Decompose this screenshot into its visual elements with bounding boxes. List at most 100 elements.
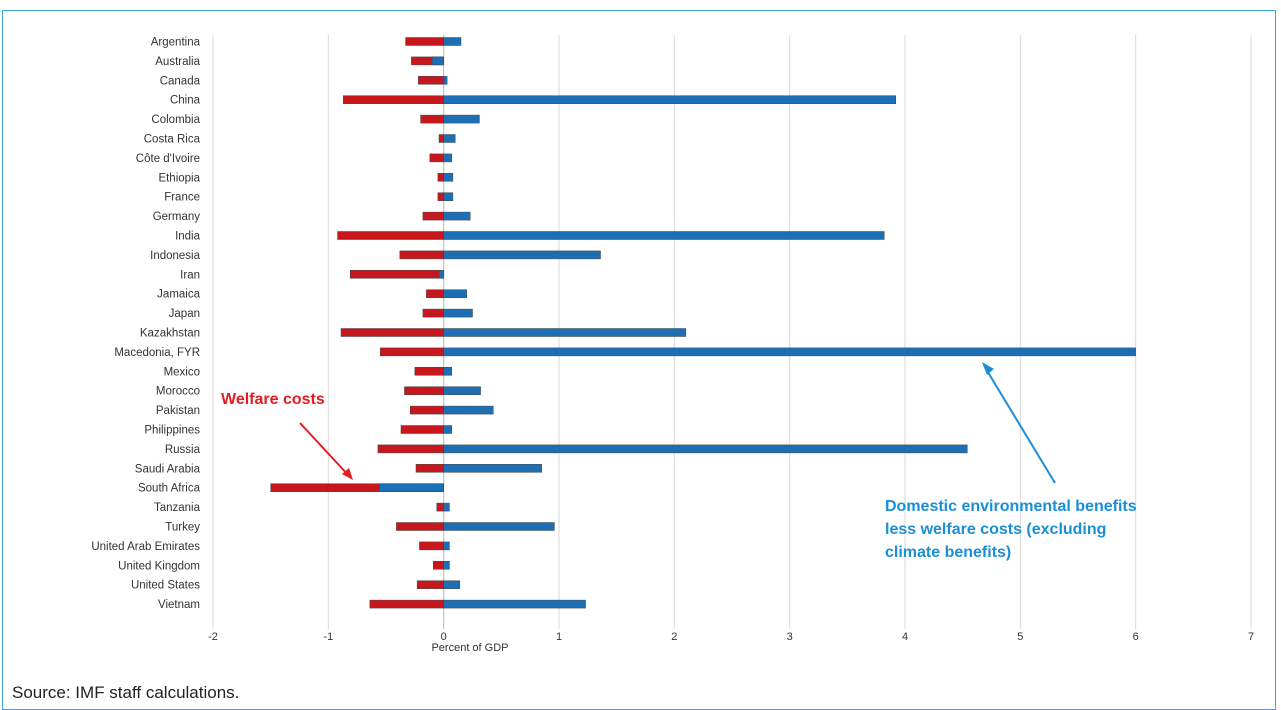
net-benefit-bar: [443, 211, 471, 221]
net-benefit-bar: [443, 580, 461, 589]
y-category-label: Russia: [165, 444, 201, 456]
welfare-cost-bar: [400, 425, 444, 434]
net-benefit-bar: [443, 95, 897, 104]
welfare-cost-bar: [343, 95, 444, 104]
y-category-label: Indonesia: [150, 250, 200, 262]
net-benefit-bar: [443, 289, 467, 298]
welfare-cost-bar: [415, 464, 444, 473]
y-category-label: Costa Rica: [144, 134, 201, 146]
welfare-cost-bar: [416, 580, 444, 589]
x-axis-labels: -2 -1 0 1 2 3 4 5 6 7: [208, 631, 1254, 643]
y-category-label: Germany: [153, 211, 201, 223]
net-benefit-bar: [443, 192, 454, 201]
welfare-cost-bar: [404, 386, 444, 395]
chart-frame: Argentina Australia Canada China Colombia Cos…: [2, 10, 1276, 710]
welfare-cost-bar: [405, 37, 444, 46]
net-benefit-bar: [443, 425, 452, 434]
welfare-cost-bar: [379, 347, 444, 357]
net-benefit-bar: [443, 347, 1136, 357]
x-tick-label: 4: [902, 631, 908, 643]
y-category-label: South Africa: [138, 483, 201, 495]
y-category-label: Jamaica: [157, 289, 200, 301]
net-benefit-bar: [443, 561, 450, 570]
y-category-label: Pakistan: [156, 405, 200, 417]
y-category-label: United Kingdom: [118, 560, 200, 572]
x-axis-title: Percent of GDP: [431, 642, 508, 654]
welfare-costs-arrow: [299, 422, 351, 478]
net-benefit-bar: [378, 483, 444, 492]
benefits-annotation-line3: climate benefits): [885, 544, 1011, 561]
benefits-annotation-line2: less welfare costs (excluding: [885, 521, 1106, 538]
net-benefit-bar: [443, 328, 687, 337]
welfare-cost-bar: [414, 367, 444, 376]
y-category-label: Ethiopia: [158, 172, 200, 184]
y-category-label: Canada: [160, 75, 201, 87]
y-category-label: Argentina: [151, 37, 201, 49]
welfare-costs-annotation: Welfare costs: [221, 391, 325, 408]
net-benefit-bar: [443, 522, 555, 531]
net-benefit-bar: [443, 173, 454, 182]
net-benefit-bar: [443, 153, 452, 163]
net-benefit-bar: [443, 134, 456, 143]
benefits-arrow: [985, 368, 1056, 484]
x-tick-label: 5: [1017, 631, 1023, 643]
x-tick-label: 1: [556, 631, 562, 643]
welfare-cost-bar: [426, 289, 444, 298]
x-tick-label: -1: [323, 631, 333, 643]
welfare-cost-bar: [396, 522, 444, 531]
y-category-label: Morocco: [156, 386, 200, 398]
net-benefit-bar: [443, 367, 452, 376]
y-category-label: Kazakhstan: [140, 328, 200, 340]
y-category-label: United Arab Emirates: [91, 541, 200, 553]
net-benefit-bar: [443, 114, 480, 124]
welfare-cost-bar: [399, 250, 444, 260]
y-category-label: United States: [131, 580, 200, 592]
x-tick-label: 7: [1248, 631, 1254, 643]
source-note: Source: IMF staff calculations.: [12, 683, 240, 702]
welfare-cost-bar: [340, 328, 444, 337]
y-category-label: Philippines: [144, 425, 200, 437]
welfare-cost-bar: [409, 405, 444, 415]
welfare-costs-arrowhead: [342, 468, 353, 480]
welfare-cost-bar: [437, 192, 444, 201]
y-category-label: Japan: [169, 308, 200, 320]
x-tick-label: 2: [671, 631, 677, 643]
y-category-label: Mexico: [164, 366, 200, 378]
welfare-cost-bar: [437, 173, 444, 182]
net-benefit-bar: [443, 308, 473, 318]
y-category-label: Iran: [180, 269, 200, 281]
y-category-label: Australia: [155, 56, 200, 68]
y-category-label: Macedonia, FYR: [114, 347, 200, 359]
net-benefit-bar: [443, 250, 601, 260]
welfare-cost-bar: [422, 211, 444, 221]
x-tick-label: 3: [787, 631, 793, 643]
y-category-label: Turkey: [165, 522, 200, 534]
x-tick-label: 6: [1133, 631, 1139, 643]
net-benefit-bar: [443, 599, 586, 609]
y-category-label: Colombia: [151, 114, 200, 126]
net-benefit-bar: [443, 541, 450, 551]
welfare-cost-bar: [418, 76, 444, 85]
bars: [270, 37, 1136, 609]
net-benefit-bar: [443, 502, 450, 512]
welfare-cost-bar: [349, 270, 444, 279]
y-category-label: Vietnam: [158, 599, 200, 611]
net-benefit-bar: [443, 37, 462, 46]
y-axis-labels: Argentina Australia Canada China Colombia Cos…: [91, 37, 200, 612]
y-category-label: India: [175, 231, 201, 243]
welfare-cost-bar: [429, 153, 444, 163]
y-category-label: Côte d'Ivoire: [136, 153, 200, 165]
welfare-cost-bar: [337, 231, 444, 240]
welfare-cost-bar: [436, 502, 444, 512]
welfare-cost-bar: [438, 134, 444, 143]
welfare-cost-bar: [420, 114, 444, 124]
welfare-cost-bar: [419, 541, 444, 551]
net-benefit-bar: [431, 56, 444, 66]
y-category-label: France: [164, 192, 200, 204]
net-benefit-bar: [443, 231, 885, 240]
net-benefit-bar: [443, 76, 448, 85]
x-tick-label: 0: [441, 631, 447, 643]
benefits-annotation-line1: Domestic environmental benefits: [885, 498, 1137, 515]
welfare-cost-bar: [377, 444, 444, 454]
welfare-cost-bar: [422, 308, 444, 318]
